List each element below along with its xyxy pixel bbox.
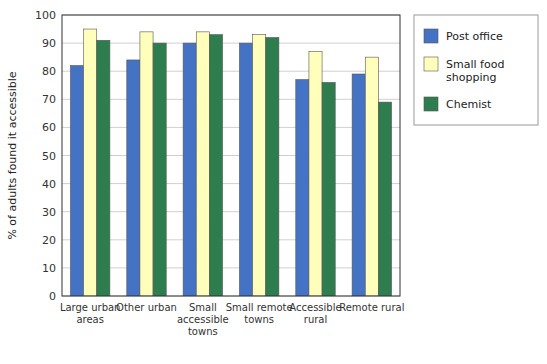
bar bbox=[127, 60, 140, 296]
y-tick-label: 30 bbox=[42, 206, 56, 219]
legend-label: Small foodshopping bbox=[446, 58, 504, 84]
x-tick-label: Accessiblerural bbox=[289, 302, 341, 325]
y-tick-label: 90 bbox=[42, 37, 56, 50]
legend-swatch bbox=[424, 29, 438, 43]
legend-swatch bbox=[424, 57, 438, 71]
x-tick-label: Smallaccessibletowns bbox=[177, 302, 229, 337]
y-tick-label: 40 bbox=[42, 178, 56, 191]
y-tick-label: 60 bbox=[42, 121, 56, 134]
legend-label: Post office bbox=[446, 30, 503, 43]
legend: Post office Small foodshopping Chemist bbox=[414, 15, 538, 125]
grid-line bbox=[62, 239, 400, 240]
grid-line bbox=[62, 155, 400, 156]
legend-label: Chemist bbox=[446, 98, 492, 111]
bar bbox=[365, 57, 378, 296]
grid-line bbox=[62, 71, 400, 72]
bar bbox=[196, 32, 209, 296]
chart: 0 10 20 30 40 50 60 70 80 90 100 Large urbanareasOt… bbox=[0, 0, 547, 364]
y-axis-label: % of adults found it accessible bbox=[6, 71, 19, 239]
grid-line bbox=[62, 99, 400, 100]
bar bbox=[296, 80, 309, 296]
bar bbox=[266, 37, 279, 296]
legend-box bbox=[414, 15, 538, 125]
bars bbox=[70, 29, 391, 296]
bar bbox=[84, 29, 97, 296]
y-tick-label: 80 bbox=[42, 65, 56, 78]
grid-line bbox=[62, 127, 400, 128]
bar bbox=[183, 43, 196, 296]
x-tick-label: Large urbanareas bbox=[60, 302, 121, 325]
y-tick-label: 0 bbox=[49, 290, 56, 303]
bar bbox=[239, 43, 252, 296]
grid-line bbox=[62, 267, 400, 268]
x-tick-label: Other urban bbox=[116, 302, 177, 313]
bar bbox=[153, 43, 166, 296]
bar bbox=[97, 40, 110, 296]
grid-line bbox=[62, 43, 400, 44]
bar bbox=[70, 66, 83, 296]
x-tick-label: Remote rural bbox=[339, 302, 404, 313]
x-tick-label: Small remotetowns bbox=[226, 302, 293, 325]
y-tick-label: 50 bbox=[42, 150, 56, 163]
bar bbox=[378, 102, 391, 296]
grid-line bbox=[62, 183, 400, 184]
bar bbox=[322, 82, 335, 296]
grid bbox=[62, 15, 400, 296]
y-tick-label: 70 bbox=[42, 93, 56, 106]
grid-line bbox=[62, 211, 400, 212]
y-tick-label: 10 bbox=[42, 262, 56, 275]
bar bbox=[309, 52, 322, 296]
y-tick-label: 100 bbox=[35, 9, 56, 22]
bar bbox=[253, 35, 266, 296]
bar bbox=[209, 35, 222, 296]
bar bbox=[352, 74, 365, 296]
y-tick-label: 20 bbox=[42, 234, 56, 247]
legend-swatch bbox=[424, 97, 438, 111]
bar bbox=[140, 32, 153, 296]
plot-frame bbox=[62, 15, 400, 296]
